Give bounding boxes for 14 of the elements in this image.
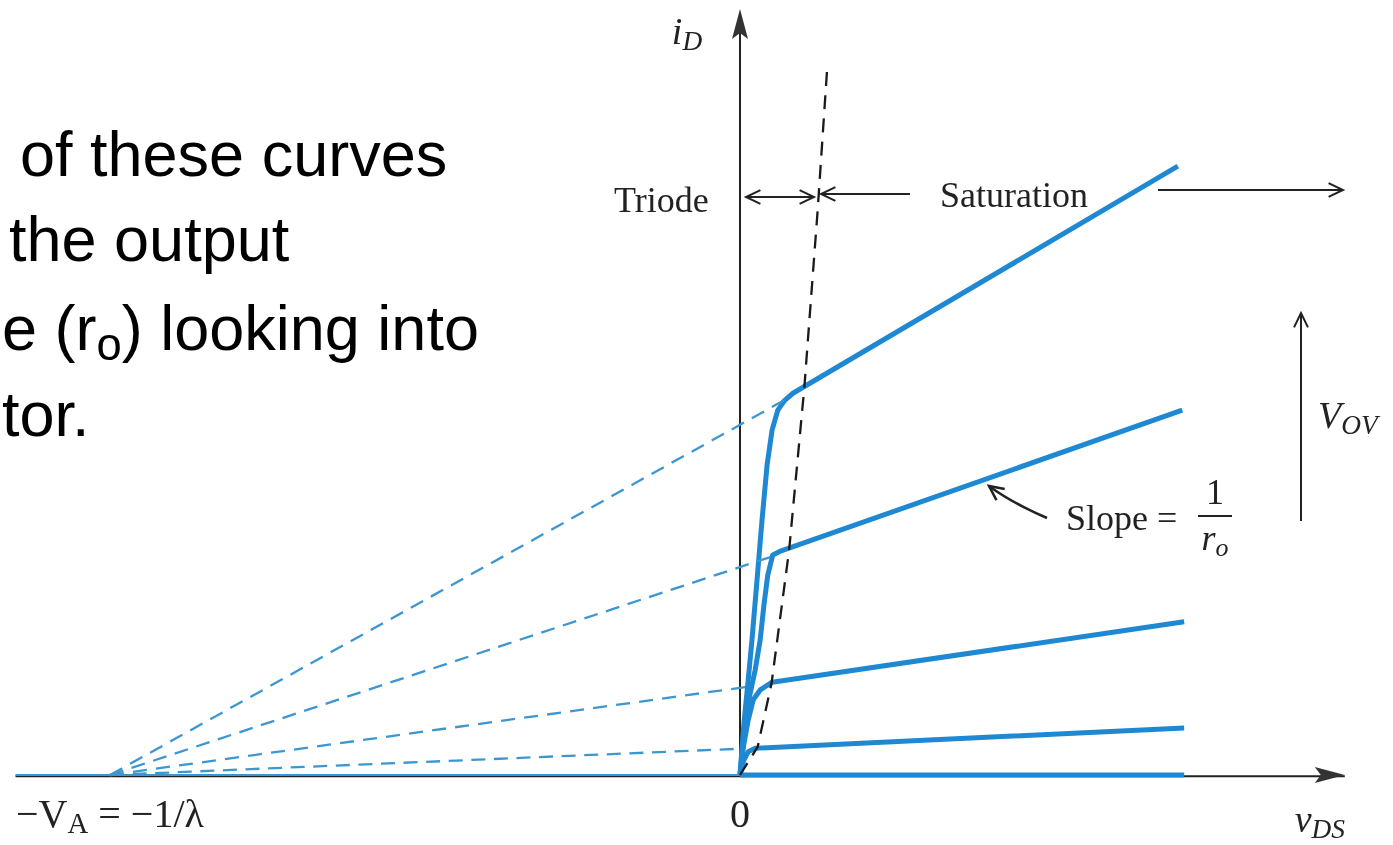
annotation: Triode xyxy=(614,180,709,220)
annotation: Slope = xyxy=(1066,498,1178,538)
annotation: 1 xyxy=(1206,472,1224,512)
annotation: tor. xyxy=(2,379,90,449)
x-axis-title: v$_{DS}$ xyxy=(1294,798,1346,844)
annotation: e (r$_{o}$) looking into xyxy=(2,293,479,370)
annotation: the output xyxy=(9,204,290,274)
annotation: of these curves xyxy=(20,119,448,189)
y-axis-title: i$_{D}$ xyxy=(671,10,703,56)
annotation: V$_{OV}$ xyxy=(1318,394,1381,440)
annotation: r$_{o}$ xyxy=(1201,518,1229,562)
x-tick-label: −V$_{A}$ = −1/λ xyxy=(16,791,205,840)
annotation: Saturation xyxy=(940,175,1088,215)
x-tick-label: 0 xyxy=(730,791,750,836)
